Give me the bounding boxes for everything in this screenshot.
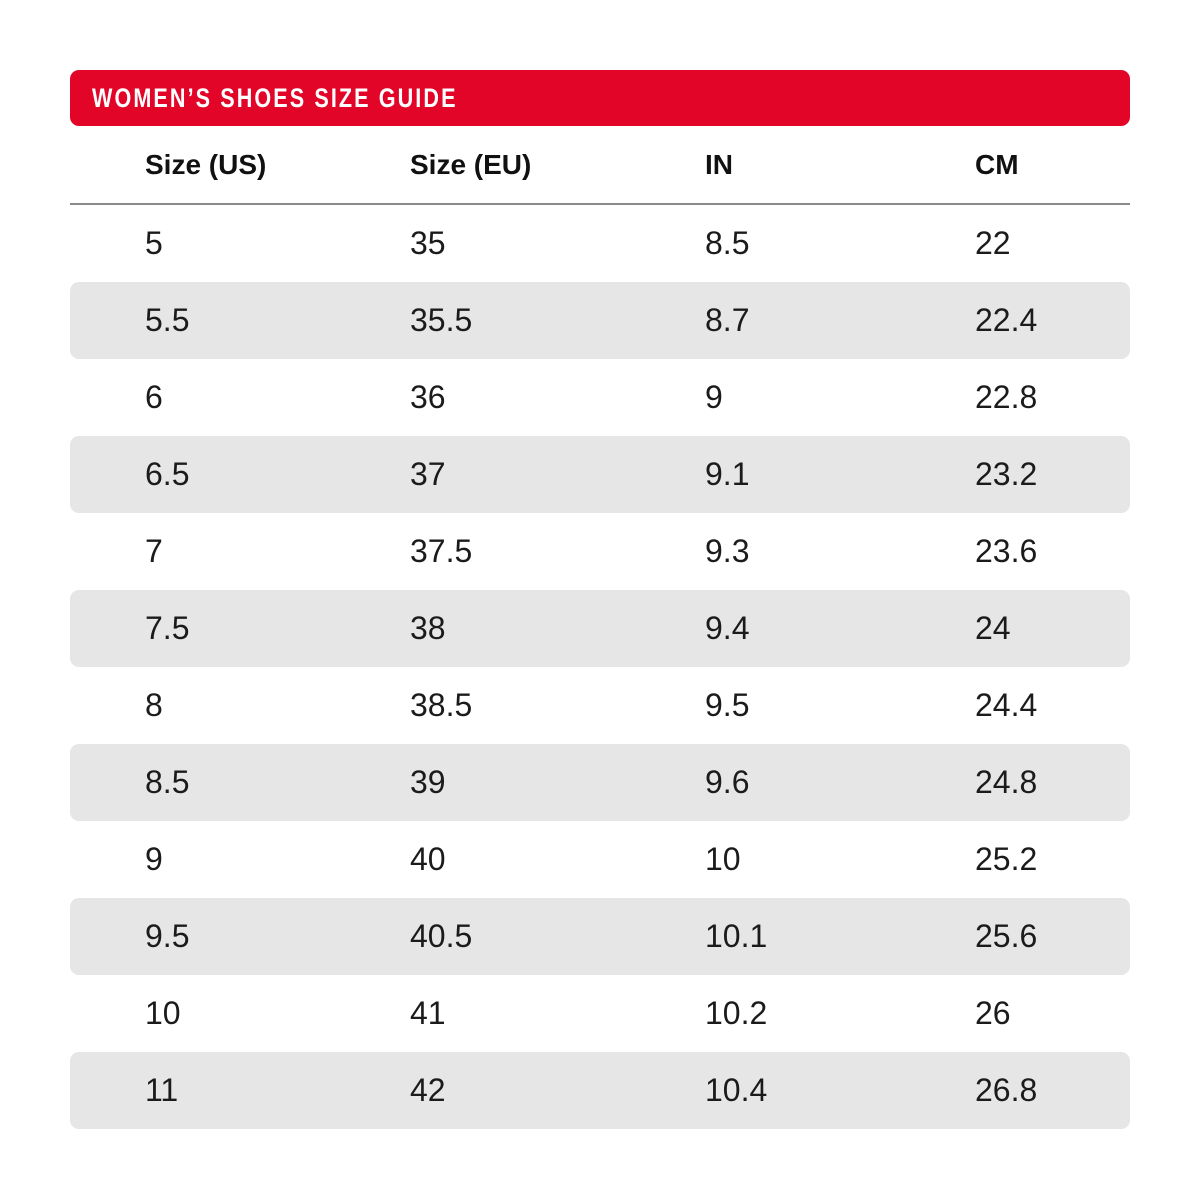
- cell: 10.4: [705, 1072, 768, 1108]
- cell: 8.5: [145, 764, 190, 800]
- cell: 7.5: [145, 610, 190, 646]
- cell: 37: [410, 456, 446, 492]
- table-body: 5 35 8.5 22 5.5 35.5 8.7 22.4 6 36 9 22.8 6.5 37 9.1 23…: [70, 205, 1130, 1129]
- cell: 42: [410, 1072, 446, 1108]
- cell: 10: [145, 995, 181, 1031]
- cell: 8.5: [705, 225, 750, 261]
- cell: 39: [410, 764, 446, 800]
- cell: 26.8: [975, 1072, 1038, 1108]
- cell: 22.8: [975, 379, 1038, 415]
- table-row: 7 37.5 9.3 23.6: [70, 513, 1130, 590]
- cell: 11: [145, 1072, 179, 1108]
- table-row: 5 35 8.5 22: [70, 205, 1130, 282]
- cell: 25.2: [975, 841, 1038, 877]
- cell: 40: [410, 841, 446, 877]
- cell: 8.7: [705, 302, 750, 338]
- table-row: 9.5 40.5 10.1 25.6: [70, 898, 1130, 975]
- page-title: WOMEN’S SHOES SIZE GUIDE: [92, 82, 458, 113]
- cell: 38: [410, 610, 446, 646]
- table-row: 10 41 10.2 26: [70, 975, 1130, 1052]
- cell: 38.5: [410, 687, 473, 723]
- cell: 10: [705, 841, 741, 877]
- cell: 23.6: [975, 533, 1038, 569]
- column-header: CM: [975, 148, 1019, 180]
- table-row: 5.5 35.5 8.7 22.4: [70, 282, 1130, 359]
- cell: 40.5: [410, 918, 473, 954]
- cell: 6: [145, 379, 163, 415]
- table-row: 9 40 10 25.2: [70, 821, 1130, 898]
- size-table: Size (US) Size (EU) IN CM 5 35 8.5 22 5.5 35.5 8.…: [70, 126, 1130, 1129]
- cell: 24.8: [975, 764, 1038, 800]
- cell: 23.2: [975, 456, 1038, 492]
- table-header-row: Size (US) Size (EU) IN CM: [70, 126, 1130, 205]
- cell: 9.5: [705, 687, 750, 723]
- cell: 26: [975, 995, 1011, 1031]
- table-row: 6.5 37 9.1 23.2: [70, 436, 1130, 513]
- cell: 25.6: [975, 918, 1038, 954]
- cell: 24.4: [975, 687, 1038, 723]
- cell: 9.3: [705, 533, 750, 569]
- cell: 22.4: [975, 302, 1038, 338]
- cell: 9.1: [705, 456, 750, 492]
- cell: 35: [410, 225, 446, 261]
- cell: 8: [145, 687, 163, 723]
- cell: 7: [145, 533, 163, 569]
- cell: 24: [975, 610, 1011, 646]
- cell: 9: [145, 841, 163, 877]
- cell: 22: [975, 225, 1011, 261]
- column-header: Size (US): [145, 148, 267, 180]
- cell: 36: [410, 379, 446, 415]
- table-row: 8.5 39 9.6 24.8: [70, 744, 1130, 821]
- table-row: 6 36 9 22.8: [70, 359, 1130, 436]
- column-header: IN: [705, 148, 733, 180]
- cell: 5: [145, 225, 163, 261]
- cell: 35.5: [410, 302, 473, 338]
- cell: 9.6: [705, 764, 750, 800]
- cell: 9: [705, 379, 723, 415]
- table-row: 11 42 10.4 26.8: [70, 1052, 1130, 1129]
- cell: 10.1: [705, 918, 768, 954]
- table-row: 8 38.5 9.5 24.4: [70, 667, 1130, 744]
- column-header: Size (EU): [410, 148, 532, 180]
- cell: 9.4: [705, 610, 750, 646]
- cell: 37.5: [410, 533, 473, 569]
- cell: 5.5: [145, 302, 190, 338]
- cell: 41: [410, 995, 446, 1031]
- cell: 9.5: [145, 918, 190, 954]
- cell: 10.2: [705, 995, 768, 1031]
- cell: 6.5: [145, 456, 190, 492]
- title-banner: WOMEN’S SHOES SIZE GUIDE: [70, 70, 1130, 126]
- table-row: 7.5 38 9.4 24: [70, 590, 1130, 667]
